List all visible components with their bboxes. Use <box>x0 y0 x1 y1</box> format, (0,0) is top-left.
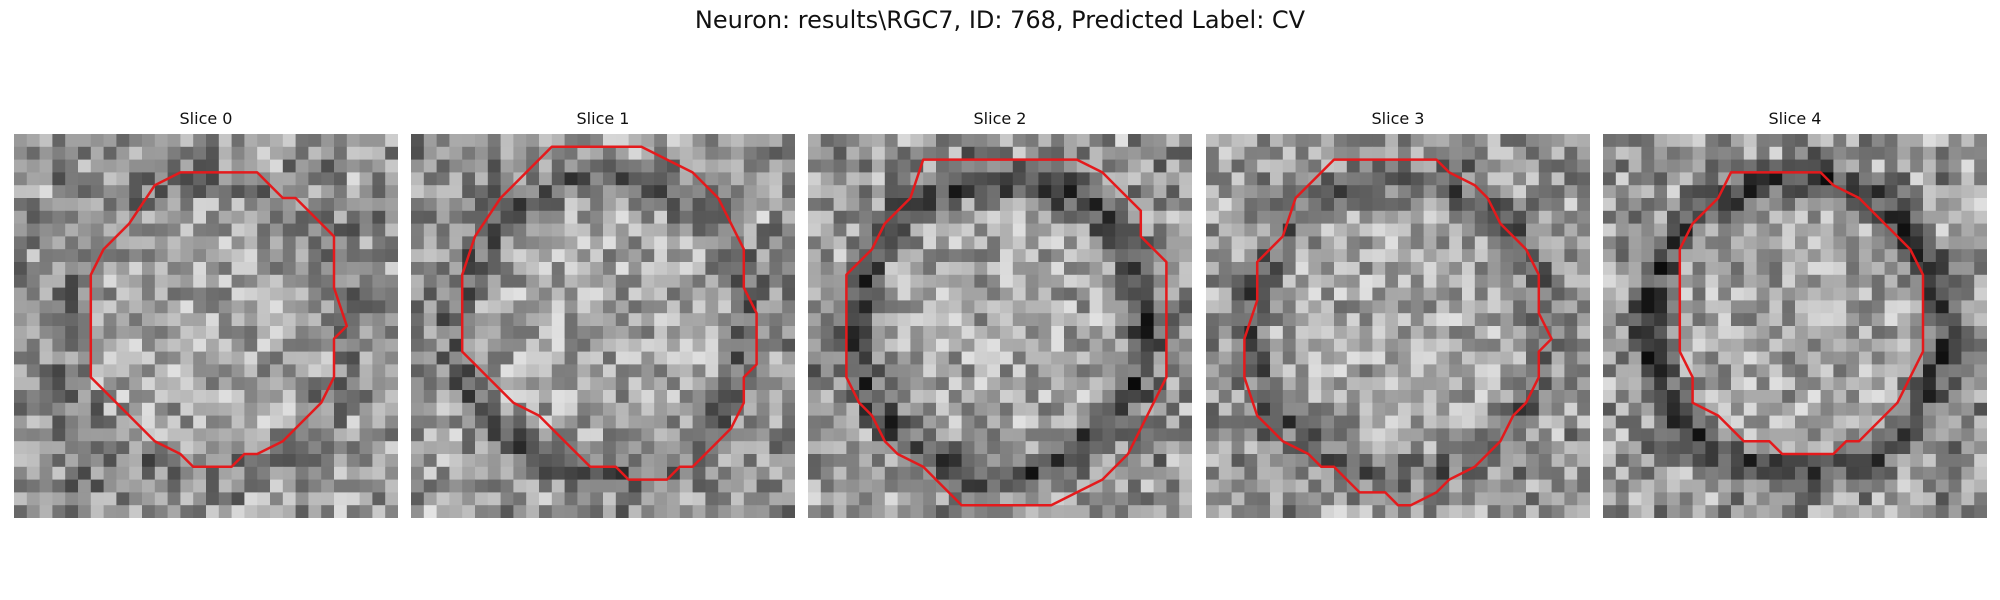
slice-image <box>1206 134 1590 518</box>
slice-panel: Slice 4 <box>1603 108 1987 518</box>
slice-title: Slice 0 <box>179 109 233 128</box>
slice-title: Slice 2 <box>973 109 1027 128</box>
slice-title: Slice 3 <box>1371 109 1425 128</box>
slice-image <box>411 134 795 518</box>
slice-panel: Slice 3 <box>1206 108 1590 518</box>
slice-image <box>808 134 1192 518</box>
slice-title: Slice 4 <box>1768 109 1822 128</box>
slice-image <box>1603 134 1987 518</box>
slice-panel: Slice 2 <box>808 108 1192 518</box>
cell-contour <box>845 158 1168 507</box>
cell-contour <box>89 171 349 469</box>
slice-image <box>14 134 398 518</box>
cell-contour <box>1678 171 1925 456</box>
slice-panel: Slice 1 <box>411 108 795 518</box>
figure-title: Neuron: results\RGC7, ID: 768, Predicted… <box>694 6 1306 34</box>
cell-contour <box>460 145 758 481</box>
slice-panel: Slice 0 <box>14 108 398 518</box>
slice-title: Slice 1 <box>576 109 630 128</box>
cell-contour <box>1243 158 1553 507</box>
